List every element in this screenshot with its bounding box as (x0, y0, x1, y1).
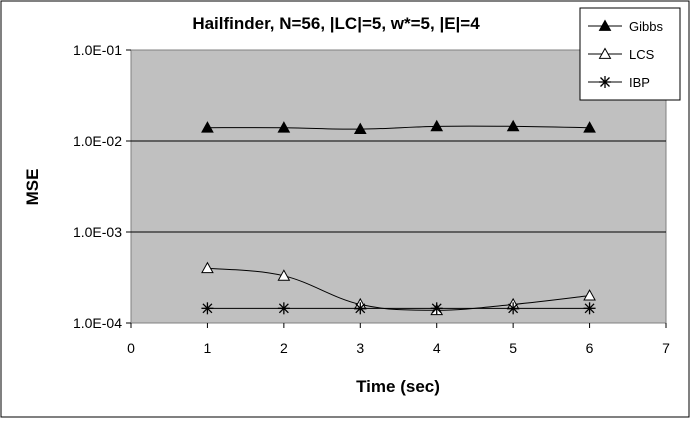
legend-item-lcs: LCS (588, 47, 655, 62)
data-point (354, 302, 367, 315)
series-line-lcs (207, 267, 590, 311)
legend-item-ibp: IBP (588, 75, 650, 90)
series-layer (201, 119, 596, 316)
data-point (583, 302, 596, 315)
data-point (598, 19, 612, 31)
y-tick-label: 1.0E-02 (73, 133, 122, 149)
data-point (201, 261, 214, 274)
y-tick-labels: 1.0E-04 1.0E-03 1.0E-02 1.0E-01 (73, 42, 122, 331)
y-axis-title: MSE (23, 169, 42, 206)
x-tick-label: 0 (127, 340, 135, 356)
series-line-gibbs (207, 125, 590, 130)
data-point (599, 76, 611, 88)
legend-label: Gibbs (629, 19, 663, 34)
data-point (507, 302, 520, 315)
data-point (430, 302, 443, 315)
series-gibbs (201, 119, 596, 135)
x-axis-title: Time (sec) (356, 377, 440, 396)
data-point (201, 121, 214, 133)
y-tick-label: 1.0E-03 (73, 224, 122, 240)
x-tick-label: 4 (433, 340, 441, 356)
data-point (506, 119, 520, 132)
chart-title: Hailfinder, N=56, |LC|=5, w*=5, |E|=4 (192, 14, 480, 33)
star-stroke (355, 303, 366, 314)
data-point (430, 119, 444, 132)
star-stroke (202, 303, 213, 314)
y-tick-label: 1.0E-04 (73, 315, 122, 331)
x-tick-label: 2 (280, 340, 288, 356)
legend-item-gibbs: Gibbs (588, 19, 663, 34)
data-point (598, 47, 612, 59)
star-stroke (600, 77, 610, 87)
data-point (277, 302, 290, 315)
star-stroke (278, 303, 289, 314)
data-point (277, 121, 291, 133)
star-stroke (584, 303, 595, 314)
data-point (201, 302, 214, 315)
y-tick-label: 1.0E-01 (73, 42, 122, 58)
x-tick-labels: 0 1 2 3 4 5 6 7 (127, 340, 670, 356)
series-ibp (201, 302, 596, 315)
star-stroke (431, 303, 442, 314)
legend: Gibbs LCS IBP (579, 7, 681, 101)
data-point (583, 289, 596, 301)
plot-area (130, 49, 667, 324)
data-point (277, 269, 291, 281)
star-stroke (508, 303, 519, 314)
data-point (583, 121, 596, 133)
x-tick-label: 7 (662, 340, 670, 356)
x-tick-label: 6 (586, 340, 594, 356)
x-tick-label: 5 (509, 340, 517, 356)
grid (126, 49, 667, 328)
legend-label: LCS (629, 47, 655, 62)
legend-label: IBP (629, 75, 650, 90)
x-tick-label: 3 (356, 340, 364, 356)
x-tick-label: 1 (204, 340, 212, 356)
data-point (353, 122, 367, 135)
